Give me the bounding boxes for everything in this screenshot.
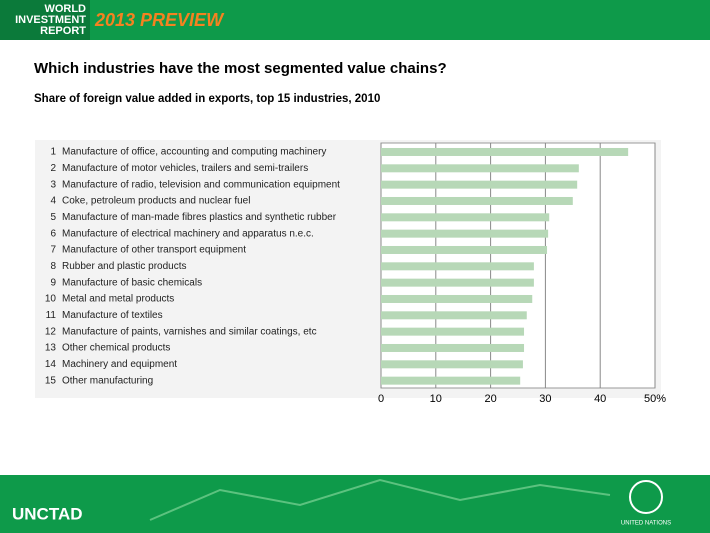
rank-label: 14 [45,359,57,370]
x-tick-label: 20 [484,393,496,405]
x-tick-label: 10 [430,393,442,405]
category-label: Manufacture of basic chemicals [62,277,202,288]
footer-band [0,475,710,533]
bar [381,294,533,303]
footer-decoration [149,478,611,521]
footer-left: UNCTAD [12,504,83,523]
bar [381,343,525,352]
bar [381,376,521,385]
bar [381,327,525,336]
bar [381,229,549,238]
rank-label: 1 [50,147,56,158]
bar [381,180,578,189]
x-tick-label: 30 [539,393,551,405]
x-tick-label: 50% [644,393,666,405]
footer-right: UNITED NATIONS [621,521,671,527]
logo-line: WORLD [44,3,86,15]
bar [381,147,629,156]
category-label: Manufacture of motor vehicles, trailers … [62,163,308,174]
category-label: Manufacture of textiles [62,310,163,321]
category-label: Manufacture of paints, varnishes and sim… [62,326,317,337]
bar [381,164,579,173]
bar [381,213,550,222]
chart: 0 10 20 30 40 50% 1 Manufacture of office, acco… [45,143,666,405]
category-label: Other chemical products [62,343,170,354]
category-label: Other manufacturing [62,375,153,386]
un-emblem [629,480,663,514]
rank-label: 15 [45,375,57,386]
logo-line: REPORT [40,25,86,37]
x-tick-label: 0 [378,393,384,405]
bar [381,196,573,205]
category-label: Manufacture of man-made fibres plastics … [62,212,337,223]
rank-label: 3 [50,179,56,190]
rank-label: 7 [50,245,56,256]
bar [381,245,548,254]
rank-label: 6 [50,228,56,239]
x-tick-label: 40 [594,393,606,405]
rank-label: 2 [50,163,56,174]
rank-label: 10 [45,294,57,305]
logo-box [0,0,90,40]
header-band [0,0,710,40]
rank-label: 9 [50,277,56,288]
category-label: Machinery and equipment [62,359,177,370]
category-label: Manufacture of electrical machinery and … [62,228,314,239]
category-label: Manufacture of radio, television and com… [62,179,340,190]
bar [381,311,527,320]
bar [381,360,523,369]
chart-title: Which industries have the most segmented… [34,60,447,77]
rank-label: 5 [50,212,56,223]
rank-label: 11 [46,310,57,321]
category-label: Rubber and plastic products [62,261,187,272]
bar [381,278,534,287]
category-label: Metal and metal products [62,294,174,305]
category-label: Manufacture of other transport equipment [62,245,246,256]
chart-subtitle: Share of foreign value added in exports,… [34,93,380,105]
rank-label: 12 [45,326,57,337]
rank-label: 8 [50,261,56,272]
logo-line: INVESTMENT [15,14,86,26]
edition: 2013 PREVIEW [94,10,225,30]
category-label: Coke, petroleum products and nuclear fue… [62,196,250,207]
rank-label: 13 [45,343,57,354]
bar [381,262,534,271]
rank-label: 4 [50,196,56,207]
category-label: Manufacture of office, accounting and co… [62,147,326,158]
